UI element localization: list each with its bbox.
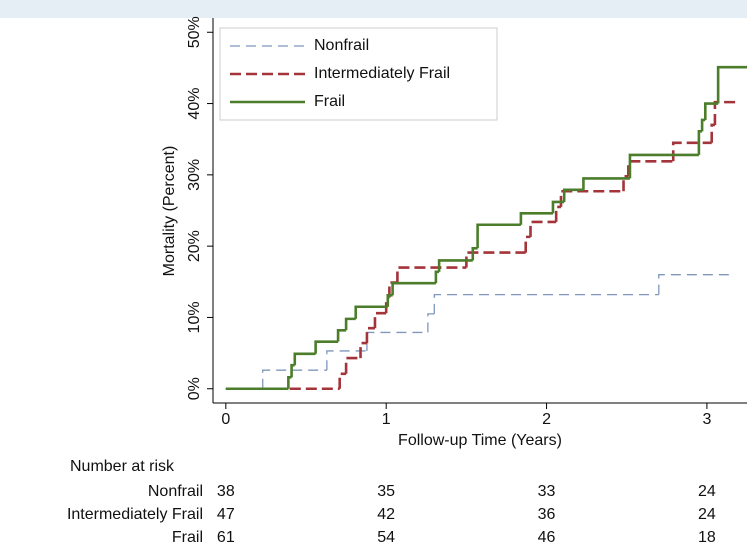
step-segment <box>562 188 584 202</box>
y-tick-label: 50% <box>186 16 203 48</box>
step-segment <box>437 259 473 272</box>
step-segment <box>700 118 706 132</box>
risk-count: 54 <box>377 529 395 546</box>
step-segment <box>524 235 531 253</box>
step-segment <box>386 294 393 307</box>
risk-count: 61 <box>217 529 235 546</box>
step-segment <box>290 363 295 378</box>
risk-row-label: Nonfrail <box>148 483 203 500</box>
step-segment <box>704 102 719 120</box>
risk-title: Number at risk <box>70 458 175 475</box>
step-segment <box>622 174 629 192</box>
step-segment <box>354 305 388 319</box>
step-segment <box>262 369 327 389</box>
step-segment <box>336 328 347 342</box>
step-segment <box>554 205 561 222</box>
y-tick-label: 0% <box>186 377 203 400</box>
step-segment <box>391 281 436 296</box>
step-segment <box>582 177 630 190</box>
step-segment <box>551 200 565 214</box>
step-segment <box>338 372 347 389</box>
x-tick-label: 3 <box>702 411 711 428</box>
risk-count: 35 <box>377 483 395 500</box>
step-segment <box>344 317 356 331</box>
step-segment <box>434 270 440 284</box>
y-tick-label: 10% <box>186 301 203 333</box>
step-segment <box>359 341 367 359</box>
step-segment <box>373 311 387 329</box>
step-segment <box>465 251 526 268</box>
x-axis-label: Follow-up Time (Years) <box>398 432 562 449</box>
step-segment <box>627 160 674 177</box>
risk-count: 24 <box>698 506 716 523</box>
y-axis-label: Mortality (Percent) <box>161 146 178 277</box>
step-segment <box>344 356 361 374</box>
risk-count: 46 <box>538 529 556 546</box>
legend-label: Frail <box>314 93 345 110</box>
step-segment <box>476 223 521 249</box>
y-tick-label: 20% <box>186 230 203 262</box>
step-segment <box>519 212 553 225</box>
step-segment <box>628 153 699 179</box>
legend-label: Nonfrail <box>314 37 369 54</box>
step-segment <box>365 326 375 344</box>
y-tick-label: 30% <box>186 159 203 191</box>
step-segment <box>471 246 478 261</box>
step-segment <box>658 274 735 295</box>
x-tick-label: 1 <box>382 411 391 428</box>
step-segment <box>433 293 659 314</box>
step-segment <box>427 313 435 333</box>
step-segment <box>293 352 316 366</box>
risk-row-label: Frail <box>172 529 203 546</box>
x-tick-label: 2 <box>542 411 551 428</box>
frame-band <box>0 0 747 18</box>
risk-count: 24 <box>698 483 716 500</box>
risk-count: 18 <box>698 529 716 546</box>
step-segment <box>713 100 738 125</box>
risk-count: 36 <box>538 506 556 523</box>
y-tick-label: 40% <box>186 88 203 120</box>
step-segment <box>716 65 747 104</box>
risk-count: 47 <box>217 506 235 523</box>
step-segment <box>529 220 557 237</box>
legend-label: Intermediately Frail <box>314 65 450 82</box>
risk-row-label: Intermediately Frail <box>67 506 203 523</box>
step-segment <box>326 350 367 371</box>
step-segment <box>396 266 467 283</box>
risk-count: 38 <box>217 483 235 500</box>
step-segment <box>314 340 339 354</box>
risk-count: 42 <box>377 506 395 523</box>
x-tick-label: 0 <box>221 411 230 428</box>
risk-count: 33 <box>538 483 556 500</box>
